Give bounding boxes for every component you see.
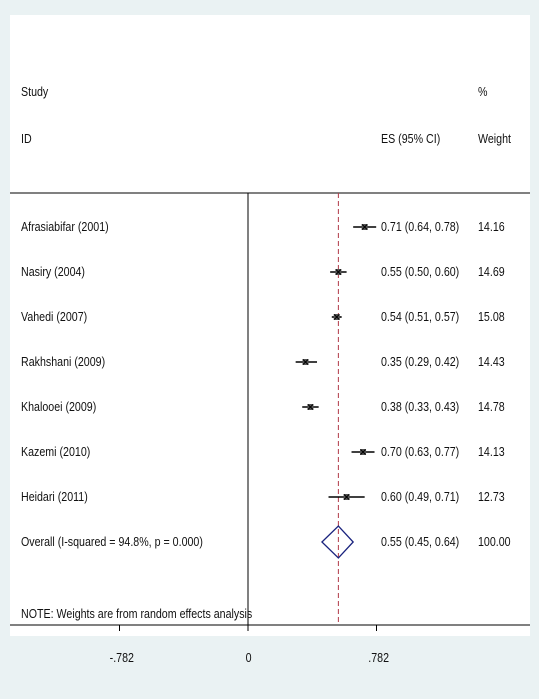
study-weight: 14.78 (478, 399, 505, 414)
plot-area: Study ID ES (95% CI) % Weight Afrasiabif… (10, 15, 530, 636)
study-label: Nasiry (2004) (21, 264, 85, 279)
x-tick-label: 0 (245, 650, 252, 665)
study-es-ci: 0.38 (0.33, 0.43) (381, 399, 460, 414)
point-estimate (343, 494, 350, 500)
study-weight: 14.43 (478, 354, 505, 369)
study-weight: 12.73 (478, 489, 505, 504)
study-weight: 14.13 (478, 444, 505, 459)
overall-diamond (321, 525, 355, 559)
header-weight: Weight (478, 131, 511, 146)
study-label: Khalooei (2009) (21, 399, 97, 414)
study-label: Rakhshani (2009) (21, 354, 106, 369)
study-weight: 14.69 (478, 264, 505, 279)
study-label: Kazemi (2010) (21, 444, 91, 459)
study-weight: 15.08 (478, 309, 505, 324)
study-label: Heidari (2011) (21, 489, 88, 504)
point-estimate (360, 449, 366, 455)
point-estimate (335, 269, 342, 275)
x-tick-label: .782 (368, 650, 390, 665)
study-weight: 14.16 (478, 219, 505, 234)
header-study: Study (21, 84, 49, 99)
study-es-ci: 0.60 (0.49, 0.71) (381, 489, 460, 504)
point-estimate (333, 314, 340, 320)
header-pct: % (478, 84, 488, 99)
header-id: ID (21, 131, 32, 146)
point-estimate (302, 359, 309, 365)
point-estimate (307, 404, 314, 410)
note-text: NOTE: Weights are from random effects an… (21, 606, 253, 621)
overall-weight: 100.00 (478, 534, 511, 549)
overall-label: Overall (I-squared = 94.8%, p = 0.000) (21, 534, 203, 549)
study-es-ci: 0.35 (0.29, 0.42) (381, 354, 460, 369)
overall-es-ci: 0.55 (0.45, 0.64) (381, 534, 460, 549)
study-es-ci: 0.54 (0.51, 0.57) (381, 309, 460, 324)
study-es-ci: 0.55 (0.50, 0.60) (381, 264, 460, 279)
study-label: Afrasiabifar (2001) (21, 219, 109, 234)
study-es-ci: 0.70 (0.63, 0.77) (381, 444, 460, 459)
study-es-ci: 0.71 (0.64, 0.78) (381, 219, 460, 234)
study-label: Vahedi (2007) (21, 309, 88, 324)
forest-plot (10, 192, 530, 631)
header-es: ES (95% CI) (381, 131, 441, 146)
point-estimate (361, 224, 368, 230)
x-tick-label: -.782 (110, 650, 135, 665)
